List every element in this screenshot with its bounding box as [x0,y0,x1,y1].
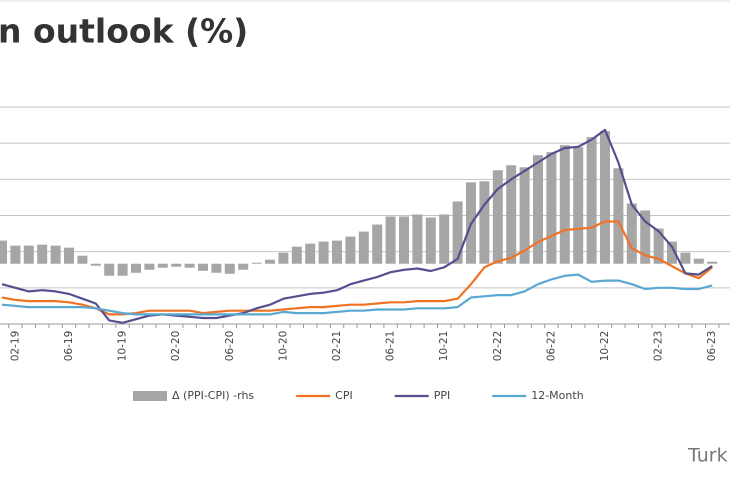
chart-title: n outlook (%) [0,12,248,51]
bar [157,263,168,268]
bar [278,252,289,264]
bar [425,217,436,264]
bar [600,131,610,264]
x-tick-label: 02-20 [170,331,182,362]
bar [707,261,718,264]
legend-item: Δ (PPI-CPI) -rhs [133,389,254,402]
bar [653,228,664,264]
legend-item: CPI [296,389,353,402]
bar [412,214,423,264]
legend-item: 12-Month [492,389,584,402]
x-tick-label: 06-19 [63,331,75,362]
bar [50,245,61,264]
legend-label: Δ (PPI-CPI) -rhs [172,389,254,402]
bar [586,137,597,264]
bar [224,263,235,274]
bar [559,145,570,264]
x-tick-label: 02-19 [9,331,21,362]
bar [90,263,101,266]
x-tick-label: 10-19 [117,331,129,362]
source: Turk [687,445,728,467]
bar [64,247,74,264]
bar [131,263,141,273]
bar [613,168,624,264]
bar [198,263,208,271]
bar [37,244,48,264]
x-tick-label: 02-21 [331,331,343,362]
bar [385,216,396,264]
bar [184,263,195,268]
line-series [1,273,713,316]
bar [506,165,517,264]
x-tick-label: 06-23 [706,331,718,362]
bar [291,246,302,264]
x-tick-label: 10-22 [599,331,611,362]
x-tick-label: 06-22 [545,331,557,362]
bar [171,263,182,267]
bar [519,167,530,264]
bar [10,245,21,264]
line-series [1,128,713,324]
bar [211,263,222,273]
bar [533,155,543,264]
x-tick-label: 06-20 [224,331,236,362]
bar [238,263,249,270]
bar [77,255,88,264]
x-tick-label: 02-22 [492,331,504,362]
bar [265,259,275,264]
bar [680,252,691,264]
legend-item: PPI [394,389,451,402]
bar [667,241,677,264]
bar [358,231,369,264]
bar [399,216,409,264]
legend-label: 12-Month [531,389,583,402]
bar [693,258,704,264]
bar [439,214,450,264]
bar [372,224,383,264]
x-tick-label: 02-23 [653,331,665,362]
line-series [1,220,713,316]
bar [104,263,115,276]
legend-label: CPI [335,389,353,402]
x-tick-label: 06-21 [385,331,397,362]
bar [626,203,637,264]
bar [345,236,356,264]
bar [23,245,34,264]
x-tick-label: 10-20 [277,331,289,362]
bar [452,201,463,264]
bar [305,243,316,264]
bar [479,181,490,264]
bar [640,210,651,264]
bar [0,240,7,264]
bar [318,241,329,264]
bar [144,263,155,270]
legend-label: PPI [434,389,451,402]
bar [251,262,262,264]
bar [546,152,557,264]
bar [332,240,342,264]
x-tick-label: 10-21 [438,331,450,362]
bar [492,170,503,264]
bar [573,147,584,264]
bar [117,263,128,276]
legend-swatch [133,391,167,401]
